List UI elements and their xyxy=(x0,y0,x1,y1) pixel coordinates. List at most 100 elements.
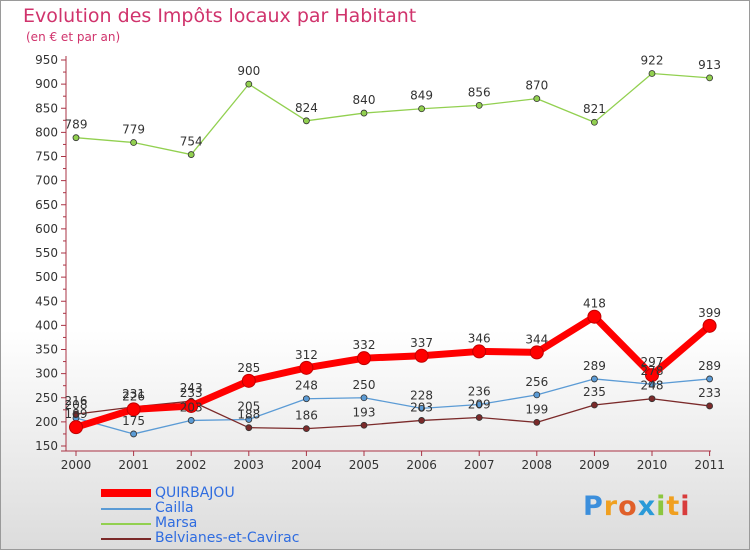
data-point xyxy=(533,418,541,426)
data-label: 228 xyxy=(410,388,433,402)
data-label: 199 xyxy=(525,402,548,416)
y-tick-label: 400 xyxy=(35,318,58,332)
data-point xyxy=(648,395,656,403)
data-label: 297 xyxy=(641,355,664,369)
data-label: 285 xyxy=(237,361,260,375)
data-point xyxy=(360,394,368,402)
data-label: 337 xyxy=(410,336,433,350)
y-tick-label: 450 xyxy=(35,294,58,308)
logo-letter: t xyxy=(666,491,681,522)
data-label: 233 xyxy=(180,386,203,400)
data-point xyxy=(302,117,310,125)
data-point xyxy=(418,417,426,424)
legend-item-cailla: Cailla xyxy=(101,500,361,516)
logo-letter: x xyxy=(637,491,657,522)
data-label: 849 xyxy=(410,89,433,103)
data-label: 256 xyxy=(525,375,548,389)
x-tick-label: 2006 xyxy=(406,458,437,471)
chart-subtitle: (en € et par an) xyxy=(26,30,121,44)
data-point xyxy=(130,139,138,146)
data-point xyxy=(648,70,656,77)
legend-item-quirbajou: QUIRBAJOU xyxy=(101,485,361,501)
data-label: 231 xyxy=(122,387,145,401)
series-line-marsa xyxy=(75,72,710,156)
data-label: 226 xyxy=(122,389,145,403)
y-tick-label: 350 xyxy=(35,343,58,357)
data-point xyxy=(187,417,195,424)
data-label: 418 xyxy=(583,297,606,311)
data-label: 789 xyxy=(65,118,88,132)
legend-label: QUIRBAJOU xyxy=(155,485,235,501)
data-point xyxy=(475,414,483,421)
data-label: 824 xyxy=(295,101,318,115)
data-point xyxy=(414,348,429,363)
data-label: 754 xyxy=(180,135,203,149)
data-point xyxy=(529,345,544,360)
y-tick-label: 600 xyxy=(35,222,58,236)
logo-letter: P xyxy=(583,491,604,522)
data-point xyxy=(591,401,598,409)
y-tick-label: 650 xyxy=(35,198,58,212)
series-line-belvianes-et-cavirac xyxy=(75,398,710,430)
data-point xyxy=(130,430,138,438)
data-point xyxy=(472,344,487,359)
data-point xyxy=(302,395,310,403)
x-tick-label: 2005 xyxy=(349,458,380,471)
data-point xyxy=(245,416,253,423)
data-point xyxy=(360,109,368,117)
y-tick-label: 150 xyxy=(35,439,58,453)
x-tick-label: 2011 xyxy=(694,458,725,471)
legend-item-marsa: Marsa xyxy=(101,515,361,531)
data-label: 216 xyxy=(65,394,88,408)
series-line-cailla xyxy=(75,378,710,435)
data-label: 203 xyxy=(410,400,433,414)
data-label: 248 xyxy=(641,379,664,393)
x-tick-label: 2008 xyxy=(522,458,553,471)
data-label: 233 xyxy=(698,386,721,400)
x-tick-label: 2009 xyxy=(579,458,610,471)
data-label: 205 xyxy=(237,399,260,413)
data-label: 278 xyxy=(641,364,664,378)
x-tick-label: 2007 xyxy=(464,458,495,471)
data-point xyxy=(360,421,368,429)
data-label: 870 xyxy=(525,79,548,93)
data-label: 208 xyxy=(65,398,88,412)
data-label: 312 xyxy=(295,348,318,362)
data-point xyxy=(587,309,602,324)
data-label: 913 xyxy=(698,58,721,72)
data-label: 289 xyxy=(698,359,721,373)
data-point xyxy=(706,375,713,383)
legend-swatch xyxy=(101,489,151,497)
data-label: 236 xyxy=(468,385,491,399)
data-label: 250 xyxy=(353,378,376,392)
data-label: 900 xyxy=(237,64,260,78)
y-tick-label: 900 xyxy=(35,77,58,91)
data-point xyxy=(245,80,253,88)
x-tick-label: 2003 xyxy=(234,458,265,471)
data-point xyxy=(72,134,80,142)
data-label: 248 xyxy=(295,379,318,393)
data-label: 235 xyxy=(583,385,606,399)
y-tick-label: 750 xyxy=(35,150,58,164)
logo-letter: o xyxy=(618,491,638,522)
data-point xyxy=(706,74,713,82)
proxiti-logo: Proxiti xyxy=(583,491,691,522)
data-point xyxy=(357,351,371,366)
x-tick-label: 2004 xyxy=(291,458,322,471)
data-label: 922 xyxy=(641,54,664,68)
data-point xyxy=(72,410,80,418)
data-point xyxy=(187,151,195,158)
data-point xyxy=(418,404,426,412)
legend-item-belvianes-et-cavirac: Belvianes-et-Cavirac xyxy=(101,530,361,546)
data-point xyxy=(126,402,141,417)
data-label: 821 xyxy=(583,102,606,116)
x-tick-label: 2002 xyxy=(176,458,207,471)
data-point xyxy=(706,402,713,410)
data-point xyxy=(591,118,598,126)
series-line-quirbajou xyxy=(74,313,712,431)
data-label: 193 xyxy=(353,405,376,419)
data-point xyxy=(241,373,256,388)
data-point xyxy=(475,101,483,109)
data-label: 289 xyxy=(583,359,606,373)
